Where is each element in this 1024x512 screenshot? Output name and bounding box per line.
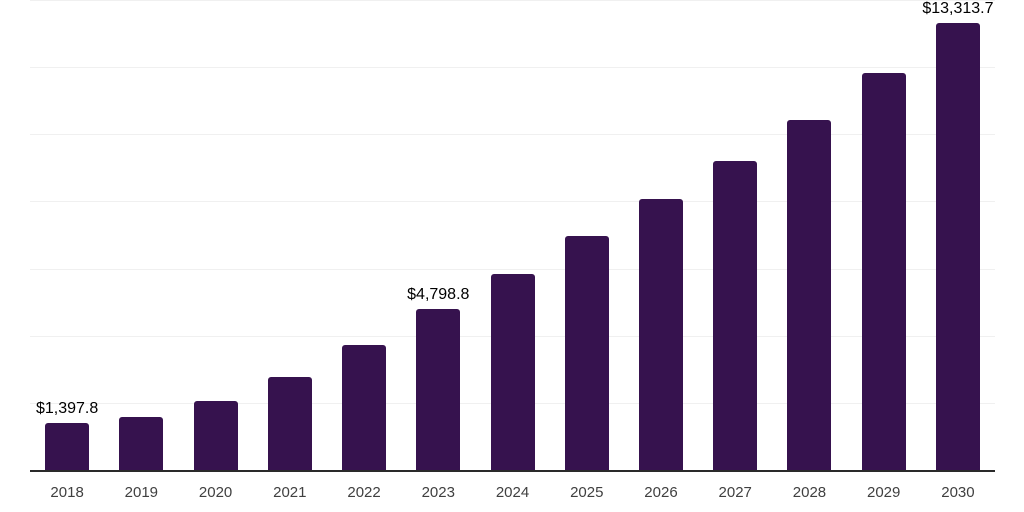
bar-group-2018: $1,397.8 [30,0,104,470]
bar-group-2025 [550,0,624,470]
x-tick-label-2025: 2025 [570,484,604,501]
bar-2025 [564,236,609,470]
bar-group-2026 [624,0,698,470]
gridline [30,0,995,1]
bar-2023 [416,309,461,470]
bar-2021 [267,377,312,470]
bar-2026 [638,199,683,470]
bar-2029 [861,73,906,470]
bar-2030 [935,23,980,470]
plot-area: $1,397.8 $4,798.8 $13,313.7 [30,0,995,472]
bar-group-2024 [475,0,549,470]
x-tick-label-2024: 2024 [495,484,530,501]
gridline [30,134,995,136]
bar-group-2027 [698,0,772,470]
bar-series: $1,397.8 $4,798.8 $13,313.7 [30,0,995,470]
gridline [30,67,995,69]
bar-2020 [193,401,238,470]
gridline [30,201,995,203]
bar-group-2023: $4,798.8 [401,0,475,470]
x-tick-label-2022: 2022 [347,484,381,501]
x-tick-label-2026: 2026 [644,484,678,501]
bar-2022 [342,345,387,470]
x-tick-label-2030: 2030 [941,484,975,501]
x-tick-label-2018: 2018 [50,484,84,501]
x-axis: 2018 2019 2020 2021 2022 2023 2024 2025 2026 2027… [30,472,995,512]
bar-group-2022 [327,0,401,470]
bar-group-2020 [178,0,252,470]
data-label-2023: $4,798.8 [407,286,470,303]
x-tick-label-2028: 2028 [792,484,827,501]
bar-2019 [119,417,164,470]
x-tick-label-2027: 2027 [718,484,752,501]
bar-group-2028 [772,0,846,470]
x-tick-label-2021: 2021 [273,484,307,501]
data-label-2030: $13,313.7 [922,0,994,17]
data-label-2018: $1,397.8 [35,400,99,417]
bar-2018 [45,423,90,470]
x-tick-label-2020: 2020 [198,484,233,501]
bar-2024 [490,274,535,470]
gridline [30,268,995,270]
bar-2028 [787,120,832,470]
bar-2027 [713,161,758,470]
bar-group-2030: $13,313.7 [921,0,995,470]
bar-group-2029 [847,0,921,470]
bar-group-2021 [253,0,327,470]
x-tick-label-2029: 2029 [867,484,901,501]
x-tick-label-2023: 2023 [421,484,455,501]
bar-group-2019 [104,0,178,470]
x-tick-label-2019: 2019 [124,484,159,501]
